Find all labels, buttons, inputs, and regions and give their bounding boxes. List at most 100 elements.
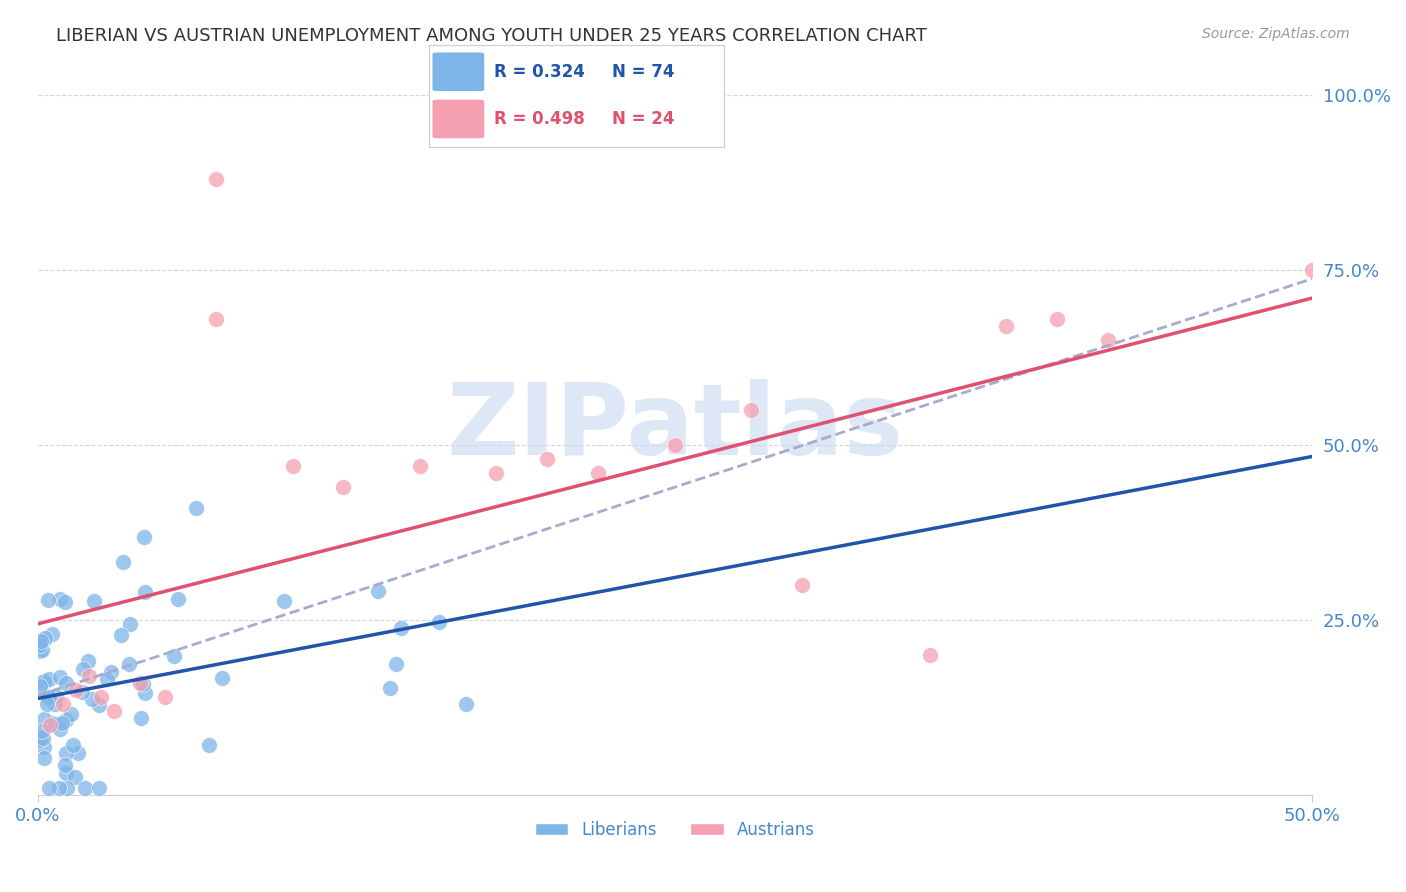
Point [35,697,58,711]
Point [34,631,56,645]
FancyBboxPatch shape [432,99,485,139]
Point [32,750,55,764]
Point [55,675,77,690]
Point [90,690,112,704]
Point [792,577,814,591]
Point [31,643,53,657]
Point [65,682,87,697]
Point [72,662,94,676]
Point [55,713,77,727]
Point [30,679,52,693]
Point [918,648,941,662]
Point [59,706,82,721]
Point [44,698,66,712]
Point [30,638,52,652]
Point [41,715,63,730]
Point [41,627,63,641]
Point [49,722,72,736]
Point [34,712,56,726]
FancyBboxPatch shape [432,52,485,92]
Point [485,466,508,480]
Point [45,689,67,703]
Point [454,697,477,711]
Point [38,673,60,687]
Point [132,677,155,691]
Point [536,451,558,466]
Text: Source: ZipAtlas.com: Source: ZipAtlas.com [1202,27,1350,41]
Point [55,746,77,760]
Point [31,675,53,690]
Point [30,634,52,648]
Point [211,671,233,685]
Point [184,500,207,515]
Point [134,530,156,544]
Point [588,466,610,480]
Point [380,681,402,695]
Point [197,739,219,753]
Point [134,585,156,599]
Point [409,458,432,473]
Point [62,738,84,752]
Point [134,686,156,700]
Point [32,740,55,755]
Point [163,648,186,663]
Point [89,698,111,712]
Text: N = 74: N = 74 [612,63,675,81]
Point [82,691,104,706]
Point [367,584,389,599]
Point [128,675,150,690]
Point [55,765,77,780]
Point [53,595,76,609]
Point [32,673,55,688]
Text: ZIPatlas: ZIPatlas [446,378,903,475]
Point [740,402,762,417]
Point [49,670,72,684]
Point [205,311,228,326]
Point [384,657,406,671]
Point [1046,311,1069,326]
Point [166,592,188,607]
Point [205,171,228,186]
Point [55,780,77,795]
Point [31,723,53,738]
Point [664,437,686,451]
Point [49,591,72,606]
Text: LIBERIAN VS AUSTRIAN UNEMPLOYMENT AMONG YOUTH UNDER 25 YEARS CORRELATION CHART: LIBERIAN VS AUSTRIAN UNEMPLOYMENT AMONG … [56,27,927,45]
Point [995,318,1018,333]
Point [110,628,132,642]
Point [39,717,62,731]
Point [117,657,139,671]
Point [31,633,53,648]
Point [89,780,111,795]
Legend: Liberians, Austrians: Liberians, Austrians [529,814,821,846]
Point [30,644,52,658]
Point [281,458,304,473]
Point [96,672,118,686]
Point [100,665,122,680]
Point [70,685,93,699]
Point [65,770,87,784]
Point [129,711,152,725]
Point [153,690,176,704]
Point [30,732,52,747]
Point [30,730,52,744]
Point [38,690,60,704]
Point [52,697,75,711]
Point [55,758,77,772]
Point [77,654,100,668]
Point [48,780,70,795]
Text: R = 0.324: R = 0.324 [494,63,585,81]
Point [77,668,100,682]
Point [103,704,125,718]
Point [83,593,105,607]
Point [38,780,60,795]
Point [389,621,412,635]
Text: N = 24: N = 24 [612,111,675,128]
Point [37,690,59,705]
Point [1097,333,1119,347]
Point [66,746,89,760]
Point [73,780,96,795]
Point [427,615,450,629]
Point [118,616,141,631]
Point [112,555,135,569]
